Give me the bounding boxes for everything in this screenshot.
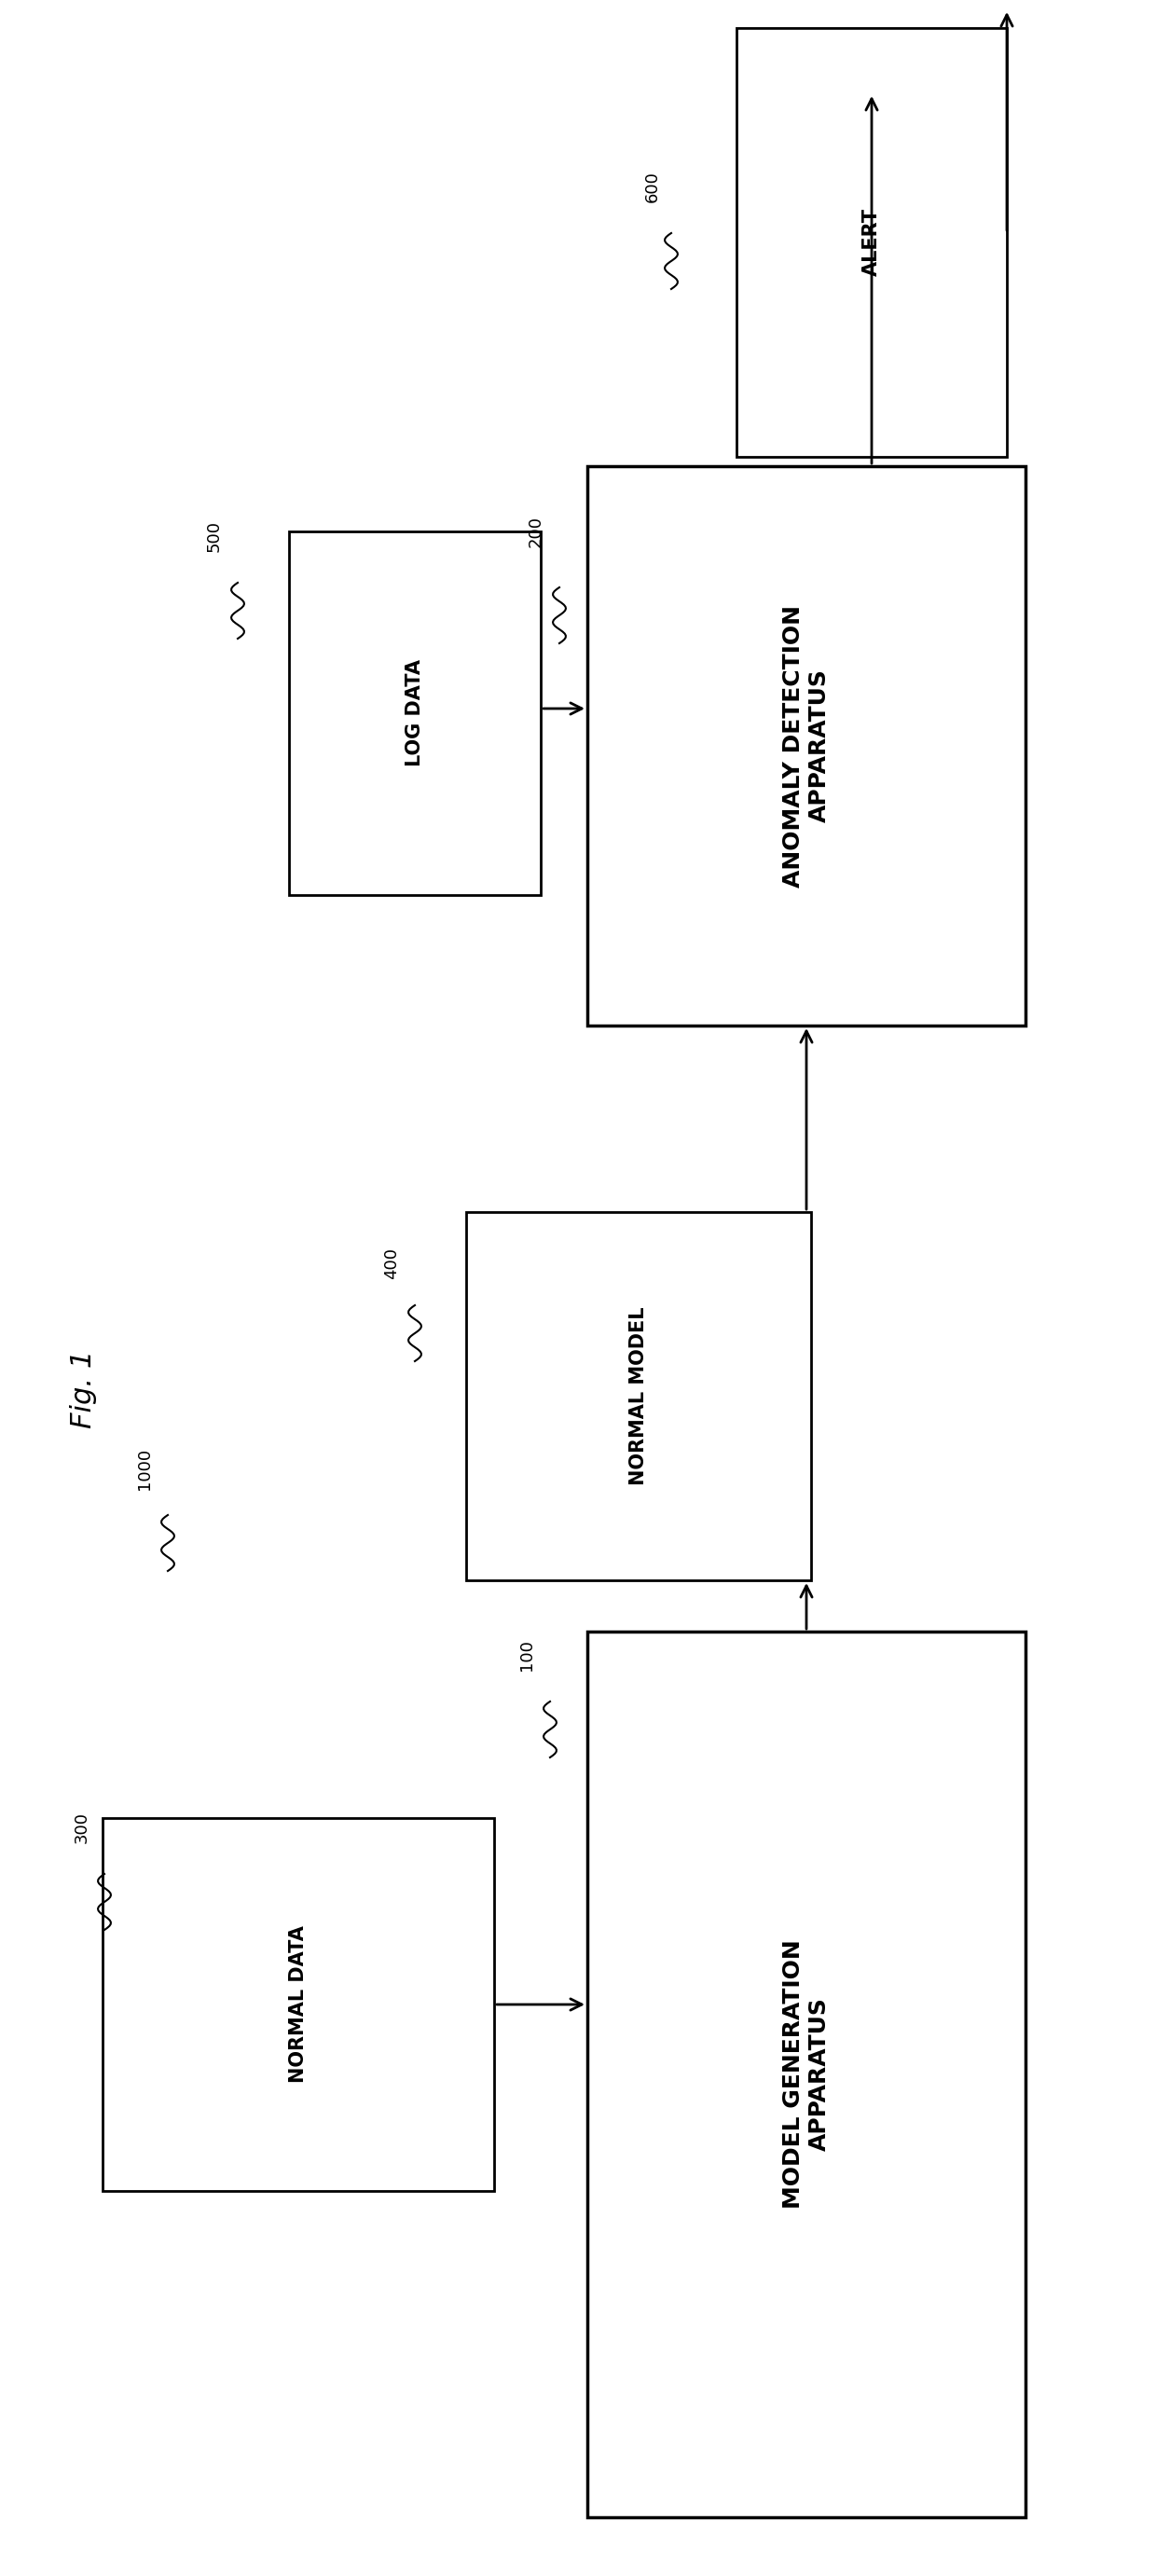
Bar: [587, 466, 1025, 1025]
Text: NORMAL MODEL: NORMAL MODEL: [629, 1306, 647, 1486]
Text: 500: 500: [206, 520, 223, 551]
Bar: [289, 531, 541, 894]
Text: 1000: 1000: [136, 1448, 153, 1489]
Text: Fig. 1: Fig. 1: [71, 1350, 97, 1430]
Text: ANOMALY DETECTION
APPARATUS: ANOMALY DETECTION APPARATUS: [783, 605, 830, 886]
Text: ALERT: ALERT: [862, 209, 881, 276]
Bar: [736, 28, 1007, 456]
Text: LOG DATA: LOG DATA: [406, 659, 424, 768]
Text: 600: 600: [644, 170, 661, 204]
Text: 200: 200: [527, 515, 544, 546]
Text: 400: 400: [383, 1247, 400, 1280]
Text: 100: 100: [518, 1638, 535, 1672]
Text: NORMAL DATA: NORMAL DATA: [289, 1927, 307, 2084]
Bar: [103, 1819, 494, 2192]
Text: 300: 300: [74, 1811, 90, 1844]
Text: MODEL GENERATION
APPARATUS: MODEL GENERATION APPARATUS: [783, 1940, 830, 2210]
Bar: [587, 1631, 1025, 2517]
Bar: [466, 1213, 812, 1579]
